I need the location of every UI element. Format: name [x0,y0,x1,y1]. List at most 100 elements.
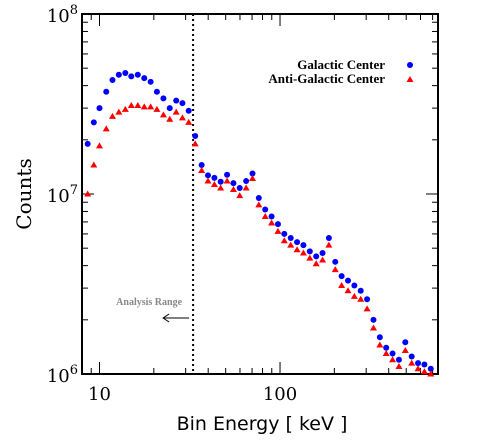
galactic-center-point [351,282,358,289]
galactic-center-point [84,140,91,147]
y-tick-exp: 7 [70,183,78,198]
galactic-center-point [115,71,122,78]
galactic-center-point [383,344,390,351]
anti-galactic-center-point [84,190,92,197]
galactic-center-point [211,174,218,181]
anti-galactic-center-point [127,102,135,109]
galactic-center-point [109,76,116,83]
legend-marker-circle [407,62,413,68]
galactic-center-point [166,105,173,112]
anti-galactic-center-point [401,347,409,354]
anti-galactic-center-point [274,227,282,234]
legend-marker-triangle [406,76,414,82]
anti-galactic-center-point [242,184,250,191]
x-axis-label: Bin Energy [ keV ] [177,413,348,435]
galactic-center-point [198,161,205,168]
y-tick-label-1e7: 107 [47,183,78,207]
galactic-center-point [185,107,192,114]
galactic-center-point [236,184,243,191]
galactic-center-point [122,70,129,77]
galactic-center-point [243,178,250,185]
anti-galactic-center-point [178,114,186,121]
galactic-center-point [96,105,103,112]
anti-galactic-center-point [249,174,257,181]
legend-label-galactic-center: Galactic Center [297,57,385,72]
galactic-center-point [160,95,167,102]
anti-galactic-center-point [420,368,428,375]
anti-galactic-center-point [363,305,371,312]
y-tick-labels: 106 107 108 [47,3,78,387]
galactic-center-point [179,100,186,107]
anti-galactic-center-point [236,192,244,199]
galactic-center-point [313,253,320,260]
y-tick-exp: 6 [70,363,78,378]
annotation-group: Analysis Range [116,14,195,374]
data-points [84,70,435,377]
anti-galactic-center-point [210,180,218,187]
galactic-center-point [90,119,97,126]
y-tick-label-1e8: 108 [47,3,78,27]
anti-galactic-center-point [312,260,320,267]
galactic-center-point [274,221,281,228]
anti-galactic-center-point [357,295,365,302]
anti-galactic-center-point [280,237,288,244]
anti-galactic-center-point [293,246,301,253]
galactic-center-point [338,273,345,280]
anti-galactic-center-point [344,287,352,294]
anti-galactic-center-point [102,125,110,132]
anti-galactic-center-point [395,363,403,370]
y-tick-exp: 8 [70,3,78,18]
anti-galactic-center-point [172,108,180,115]
galactic-center-point [268,213,275,220]
galactic-center-point [427,365,434,372]
galactic-center-point [395,356,402,363]
anti-galactic-center-point [140,103,148,110]
anti-galactic-center-point [191,140,199,147]
y-tick-base: 10 [47,6,70,27]
galactic-center-point [255,195,262,202]
anti-galactic-center-point [319,256,327,263]
anti-galactic-center-point [134,102,142,109]
anti-galactic-center-point [350,292,358,299]
anti-galactic-center-point [331,266,339,273]
anti-galactic-center-point [95,142,103,149]
galactic-center-point [325,234,332,241]
anti-galactic-center-point [204,177,212,184]
anti-galactic-center-point [166,115,174,122]
galactic-center-point [319,250,326,257]
galactic-center-point [281,230,288,237]
anti-galactic-center-point [369,324,377,331]
galactic-center-point [357,287,364,294]
anti-galactic-center-point [261,212,269,219]
galactic-center-point [306,248,313,255]
galactic-center-point [173,97,180,104]
galactic-center-point [345,277,352,284]
anti-galactic-center-point [306,254,314,261]
y-tick-label-1e6: 106 [47,363,78,387]
anti-galactic-center-point [376,341,384,348]
anti-galactic-center-point [414,365,422,372]
galactic-center-point [370,316,377,323]
anti-galactic-center-point [153,105,161,112]
anti-galactic-center-point [90,161,98,168]
anti-galactic-center-point [408,359,416,366]
galactic-center-point [217,178,224,185]
anti-galactic-center-point [223,177,231,184]
galactic-center-point [408,353,415,360]
galactic-center-point [262,206,269,213]
galactic-center-point [389,350,396,357]
anti-galactic-center-point [159,111,167,118]
analysis-range-arrowhead [162,313,170,323]
y-tick-base: 10 [47,186,70,207]
anti-galactic-center-point [217,184,225,191]
x-tick-labels: 10 100 [88,384,297,405]
galactic-center-point [364,296,371,303]
anti-galactic-center-point [121,105,129,112]
anti-galactic-center-point [115,108,123,115]
galactic-center-point [421,361,428,368]
galactic-center-point [402,339,409,346]
galactic-center-point [287,234,294,241]
legend: Galactic Center Anti-Galactic Center [268,57,414,86]
analysis-range-label: Analysis Range [116,297,182,308]
